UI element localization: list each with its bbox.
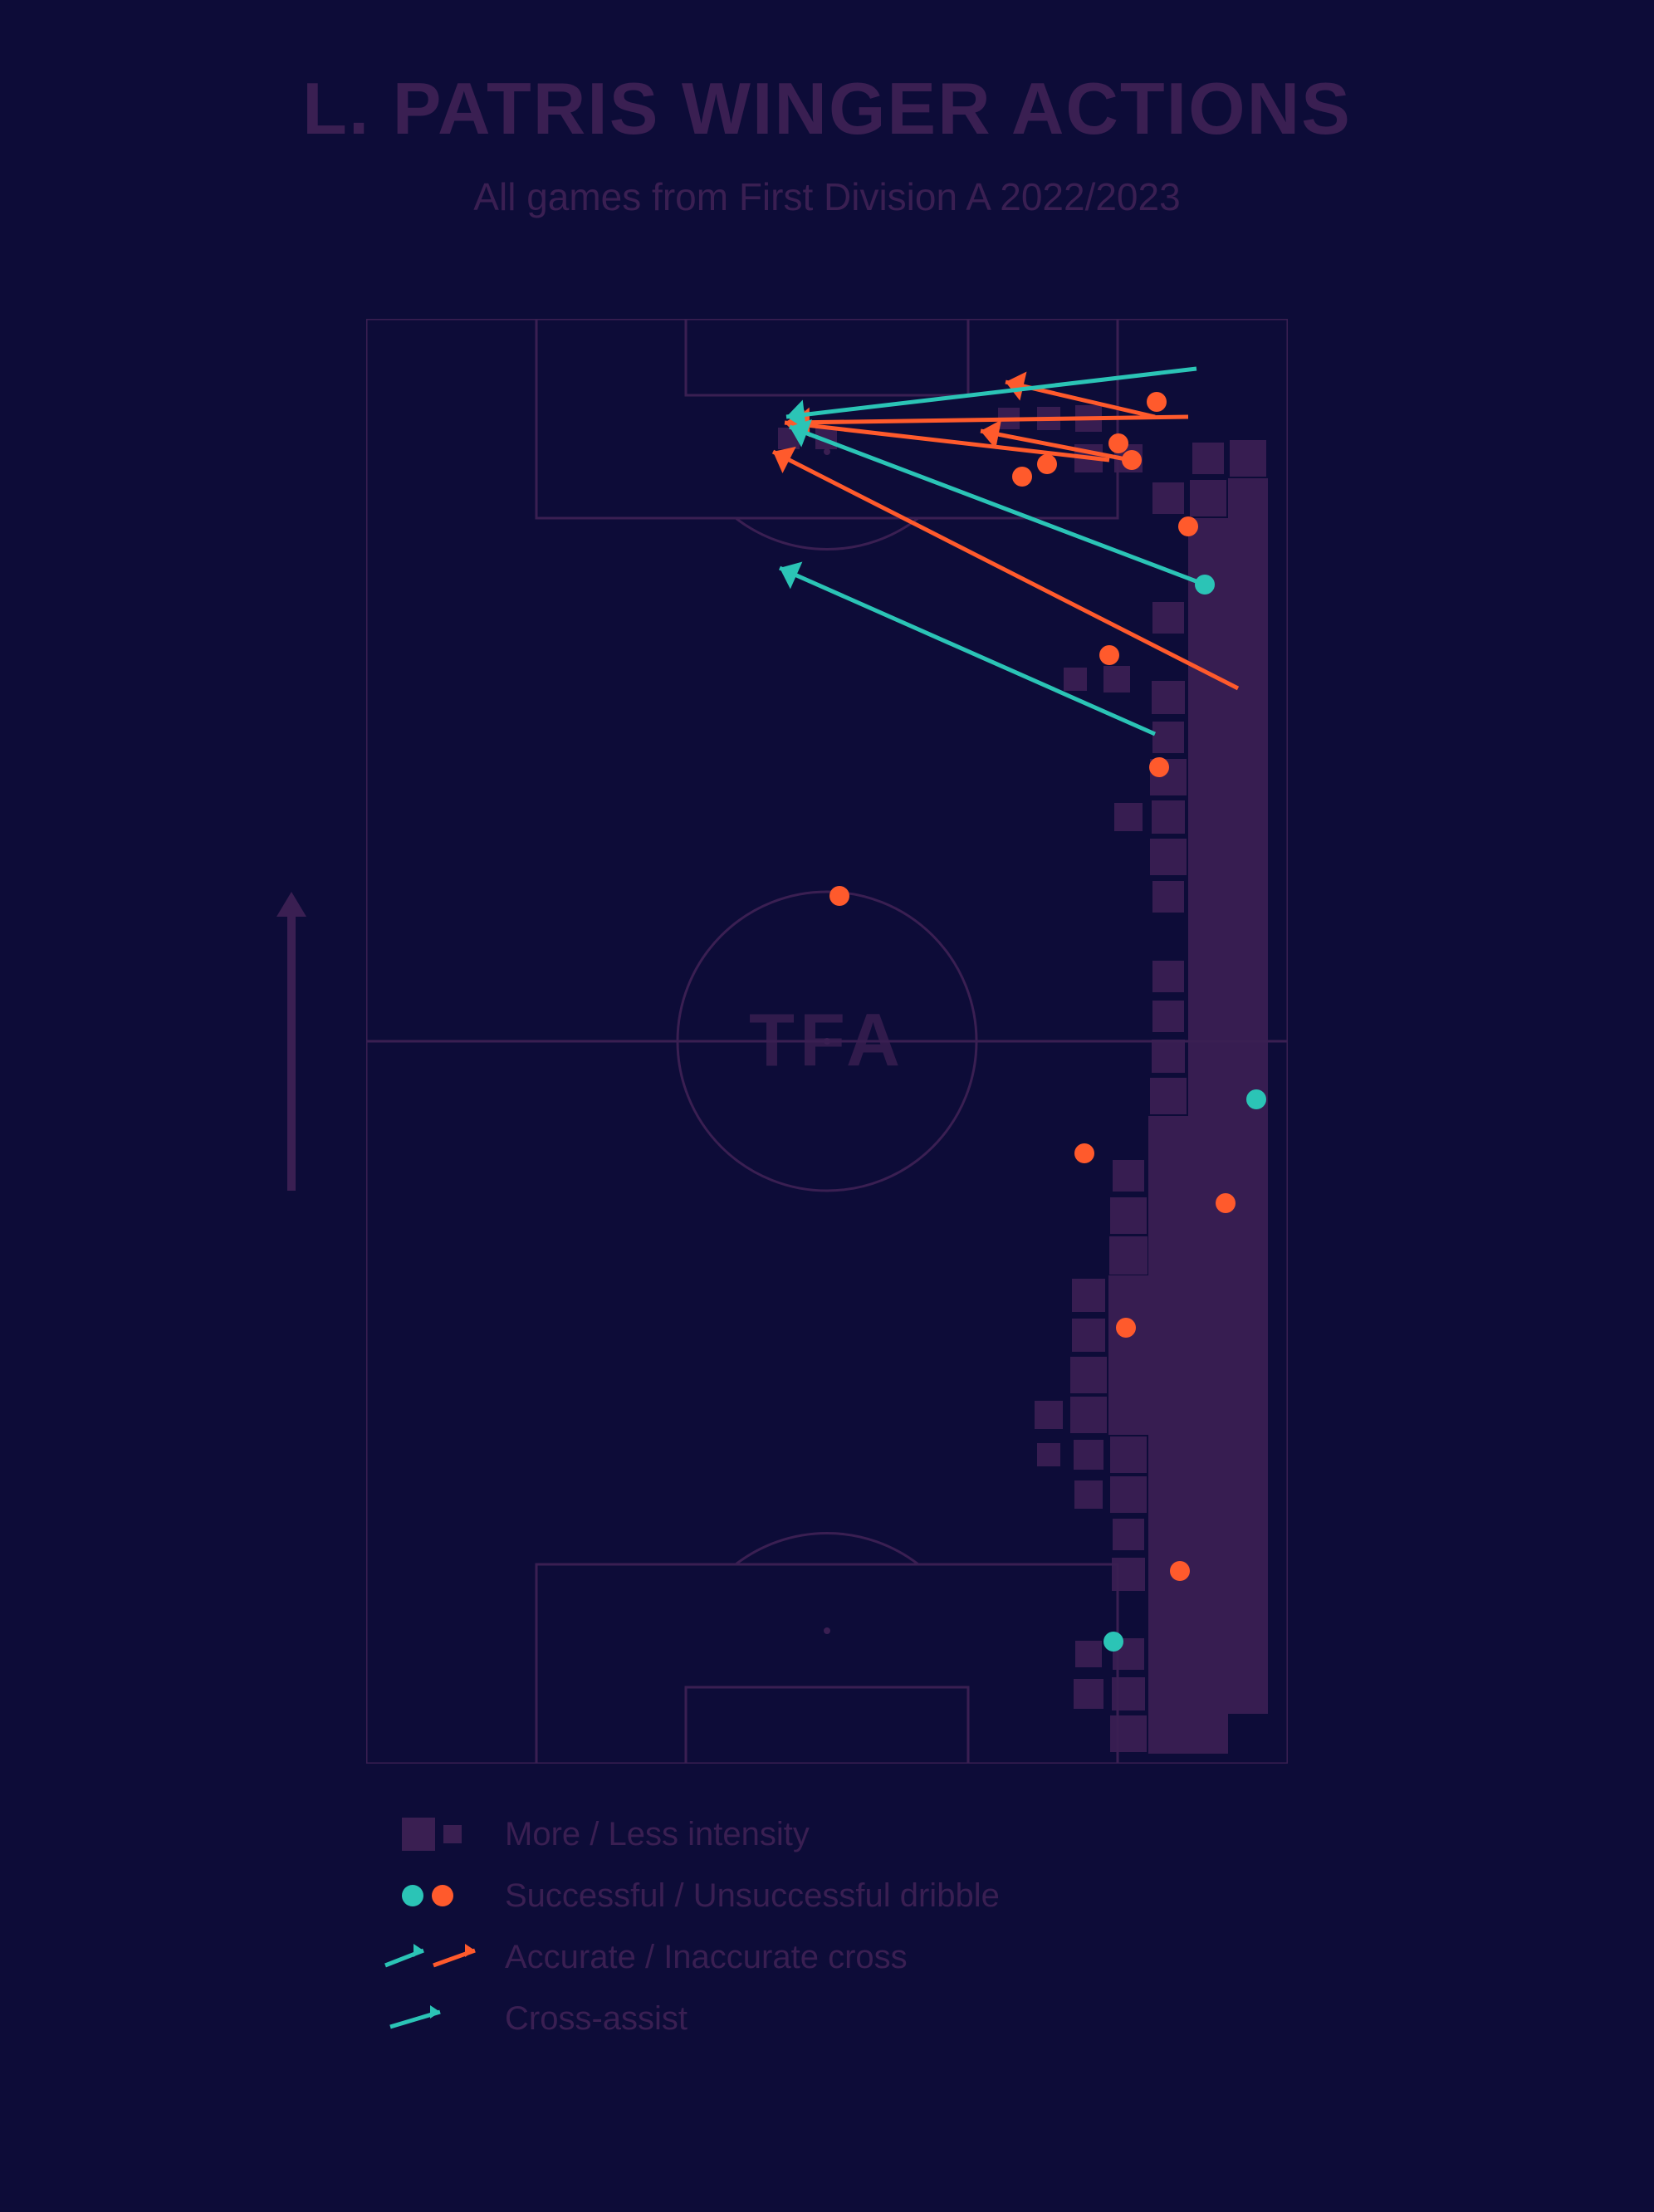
dribble-dot [1178,516,1198,536]
dribble-dot [1116,1318,1136,1338]
dribble-dot [1170,1561,1190,1581]
chart-title: L. PATRIS WINGER ACTIONS [50,66,1604,151]
dribble-dot [1074,1143,1094,1163]
legend-icon-dribble [382,1875,482,1916]
legend-row-dribble: Successful / Unsuccessful dribble [382,1875,1604,1916]
dribble-dot [1246,1089,1266,1109]
dribble-dot [1149,757,1169,777]
legend-label: Cross-assist [505,2000,688,2038]
legend-row-cross: Accurate / Inaccurate cross [382,1936,1604,1978]
dribble-dot [1037,454,1057,474]
legend-label: Successful / Unsuccessful dribble [505,1877,1000,1915]
dribble-dot [1122,450,1142,470]
dribble-dot [1099,645,1119,665]
legend-row-assist: Cross-assist [382,1998,1604,2039]
dribble-dot [1216,1193,1236,1213]
dribble-dot [1012,467,1032,487]
chart-container: L. PATRIS WINGER ACTIONS All games from … [0,0,1654,2212]
pitch-wrap: TFA [366,319,1288,1764]
dribble-dot [829,886,849,906]
dribble-dot [1147,392,1167,412]
legend: More / Less intensity Successful / Unsucc… [382,1813,1604,2039]
legend-row-intensity: More / Less intensity [382,1813,1604,1855]
dribble-dot [1195,575,1215,595]
legend-icon-assist [382,1998,482,2039]
dribbles-layer [366,319,1288,1764]
direction-arrow [267,892,316,1191]
dribble-dot [1103,1632,1123,1652]
legend-icon-intensity [382,1813,482,1855]
dribble-dot [1108,433,1128,453]
legend-label: Accurate / Inaccurate cross [505,1939,908,1976]
legend-icon-cross [382,1936,482,1978]
legend-label: More / Less intensity [505,1816,810,1853]
chart-subtitle: All games from First Division A 2022/202… [50,174,1604,219]
